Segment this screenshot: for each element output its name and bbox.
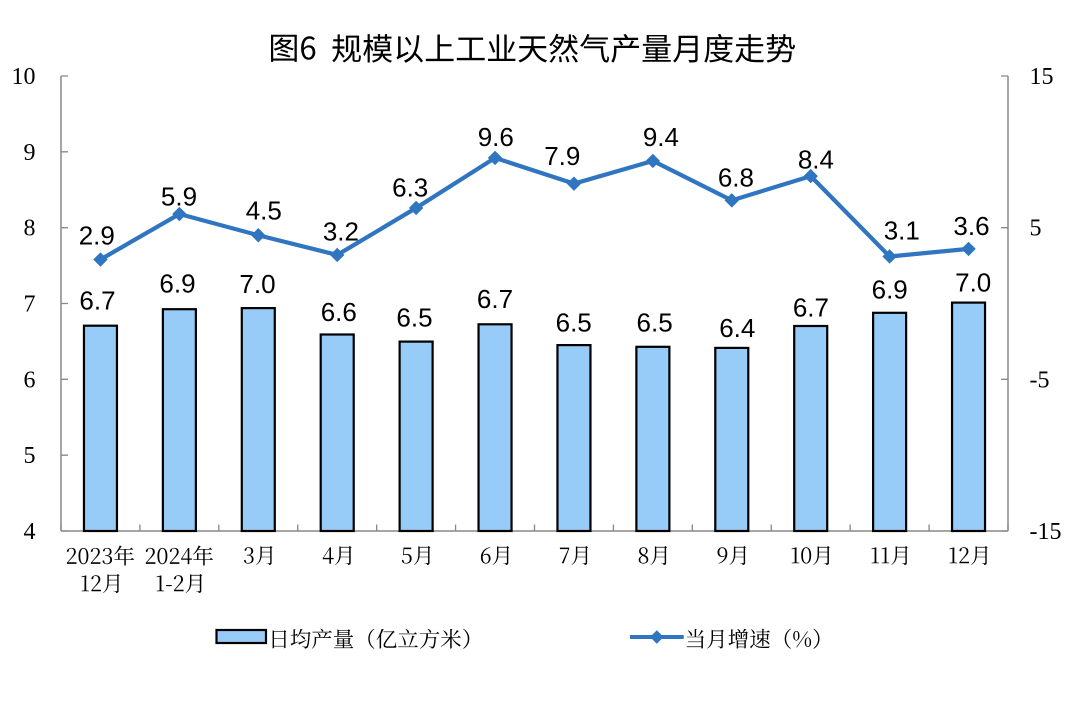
svg-text:6.7: 6.7 bbox=[79, 286, 115, 316]
svg-text:6: 6 bbox=[24, 367, 36, 393]
svg-text:2.9: 2.9 bbox=[79, 220, 115, 250]
svg-text:6.9: 6.9 bbox=[159, 269, 195, 299]
svg-text:8.4: 8.4 bbox=[798, 144, 834, 174]
svg-text:6.6: 6.6 bbox=[321, 297, 357, 327]
svg-text:6.9: 6.9 bbox=[872, 275, 908, 305]
svg-text:6.8: 6.8 bbox=[718, 162, 754, 192]
svg-text:15: 15 bbox=[1030, 64, 1054, 90]
svg-text:7: 7 bbox=[24, 292, 36, 318]
svg-text:10: 10 bbox=[12, 64, 36, 90]
svg-text:6.5: 6.5 bbox=[637, 308, 673, 338]
svg-text:7.0: 7.0 bbox=[955, 267, 991, 297]
svg-text:5: 5 bbox=[1030, 216, 1042, 242]
svg-text:6.4: 6.4 bbox=[719, 313, 755, 343]
svg-text:5: 5 bbox=[24, 443, 36, 469]
svg-text:4: 4 bbox=[24, 519, 36, 545]
svg-text:6.7: 6.7 bbox=[793, 292, 829, 322]
svg-text:5.9: 5.9 bbox=[161, 181, 197, 211]
svg-text:-5: -5 bbox=[1030, 367, 1050, 393]
svg-text:6.7: 6.7 bbox=[477, 284, 513, 314]
svg-text:6.5: 6.5 bbox=[556, 308, 592, 338]
svg-text:4.5: 4.5 bbox=[246, 196, 282, 226]
svg-text:7.9: 7.9 bbox=[544, 141, 580, 171]
svg-text:7.0: 7.0 bbox=[239, 269, 275, 299]
svg-text:3.1: 3.1 bbox=[884, 216, 920, 246]
svg-text:3.2: 3.2 bbox=[323, 216, 359, 246]
svg-text:3.6: 3.6 bbox=[953, 211, 989, 241]
svg-text:6.3: 6.3 bbox=[392, 173, 428, 203]
svg-text:8: 8 bbox=[24, 216, 36, 242]
svg-text:9.4: 9.4 bbox=[643, 122, 679, 152]
svg-text:-15: -15 bbox=[1030, 519, 1062, 545]
svg-text:6.5: 6.5 bbox=[396, 302, 432, 332]
svg-text:9.6: 9.6 bbox=[478, 122, 514, 152]
svg-text:9: 9 bbox=[24, 140, 36, 166]
